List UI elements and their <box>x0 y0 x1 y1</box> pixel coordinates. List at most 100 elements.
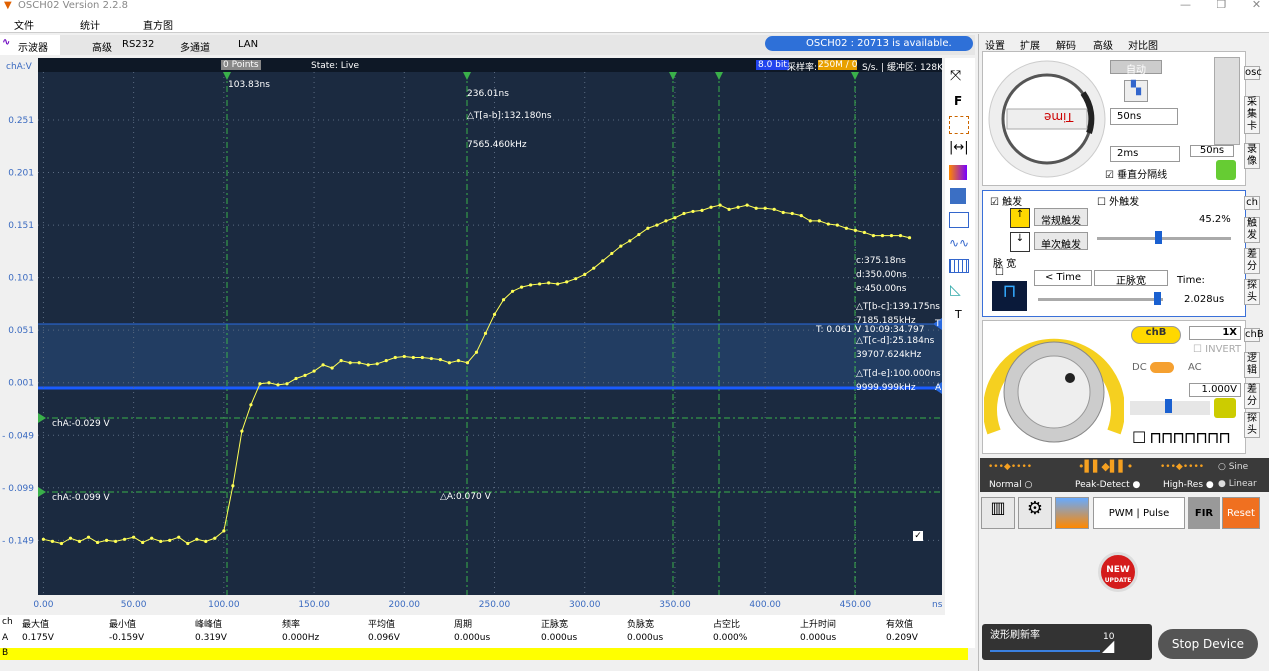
side-tab[interactable]: chB <box>1244 328 1264 342</box>
buffer-select[interactable]: 2ms <box>1110 146 1180 162</box>
sample-point <box>664 219 668 223</box>
side-tab[interactable]: ch <box>1244 196 1260 210</box>
pwm-button[interactable]: PWM | Pulse <box>1093 497 1185 529</box>
cursor-label: e:450.00ns <box>856 284 907 294</box>
panel-tab[interactable]: 设置 <box>985 41 1005 52</box>
icon[interactable] <box>949 165 967 180</box>
vline-check[interactable]: ☑ 垂直分隔线 <box>1105 170 1168 181</box>
menu-item[interactable]: 文件 <box>14 21 34 32</box>
side-tab[interactable]: 采集卡 <box>1244 96 1260 134</box>
new-badge[interactable]: NEW UPDATE <box>1098 552 1138 592</box>
refresh-button[interactable] <box>1216 160 1236 180</box>
reset-button[interactable]: Reset <box>1222 497 1260 529</box>
toolbar-tab[interactable]: 示波器 <box>18 43 48 54</box>
panel-tab[interactable]: 高级 <box>1093 41 1113 52</box>
side-tab[interactable]: 探头 <box>1244 279 1260 305</box>
icon[interactable] <box>949 212 969 228</box>
side-tab[interactable]: 录像 <box>1244 143 1260 169</box>
side-tab[interactable]: 逻辑 <box>1244 352 1260 378</box>
window-controls[interactable]: — ❐ ✕ <box>1180 0 1262 11</box>
single-trigger[interactable]: 单次触发 <box>1034 232 1088 251</box>
update-banner[interactable] <box>765 36 973 51</box>
ext-check[interactable]: ☐ 外触发 <box>1097 197 1140 208</box>
checkbox[interactable]: ✓ <box>913 531 923 541</box>
invert-label: INVERT <box>1205 344 1242 355</box>
wave-option[interactable]: ● Linear <box>1218 479 1257 489</box>
mode-option[interactable]: Peak-Detect ● <box>1075 480 1141 490</box>
icon[interactable]: ⤧ <box>950 68 962 84</box>
sample-point <box>637 232 641 237</box>
y-tick-label: - 0.099 <box>2 484 34 494</box>
slider-thumb[interactable] <box>1155 231 1162 244</box>
polarity-select[interactable]: 正脉宽 <box>1094 270 1168 287</box>
toolbar-tab[interactable]: RS232 <box>122 39 155 50</box>
auto-button[interactable]: 自动 <box>1110 60 1162 76</box>
fir-button[interactable]: FIR <box>1188 497 1220 529</box>
panel-tab[interactable]: 扩展 <box>1020 41 1040 52</box>
stop-button[interactable]: Stop Device <box>1158 629 1258 659</box>
slider[interactable] <box>1214 57 1240 145</box>
side-tab[interactable]: 触发 <box>1244 217 1260 243</box>
cursor-label: △T[c-d]:25.184ns <box>856 336 935 346</box>
toolbar-tab[interactable]: LAN <box>238 39 259 50</box>
sample-point <box>231 484 235 488</box>
icon[interactable]: ∿∿ <box>949 236 970 250</box>
side-tab[interactable]: 探头 <box>1244 412 1260 438</box>
icon[interactable]: |↔| <box>949 140 969 155</box>
menu-item[interactable]: 统计 <box>80 21 100 32</box>
mode-option[interactable]: High-Res ● <box>1163 480 1214 490</box>
chb-toggle[interactable]: chB <box>1131 326 1181 344</box>
slider-thumb[interactable] <box>1165 399 1172 413</box>
side-tab[interactable]: 差分 <box>1244 248 1260 274</box>
wave-option[interactable]: ○ Sine <box>1218 462 1249 472</box>
icon[interactable] <box>950 188 966 204</box>
level-slider[interactable] <box>1097 237 1231 240</box>
cmp-select[interactable]: < Time <box>1034 270 1092 286</box>
pulse-check[interactable]: ☐ <box>995 267 1004 278</box>
panel-tab[interactable]: 解码 <box>1056 41 1076 52</box>
sample-point <box>655 223 659 227</box>
tool-button[interactable] <box>1055 497 1089 529</box>
volt-box[interactable]: 1.000V <box>1189 383 1241 397</box>
measure-cell: 0.096V <box>368 633 400 643</box>
side-tab[interactable]: 差分 <box>1244 383 1260 409</box>
refresh-button[interactable] <box>1214 398 1236 418</box>
grid-icon[interactable]: ▚ <box>1124 80 1148 102</box>
sample-point <box>871 233 876 238</box>
sample-point <box>682 211 686 216</box>
sample-point <box>204 539 208 544</box>
trigger-check[interactable]: ☑ 触发 <box>990 197 1023 208</box>
probe-select[interactable]: 1X <box>1189 326 1241 340</box>
sample-point <box>294 376 298 381</box>
icon[interactable]: ◺ <box>950 282 961 298</box>
toolbar-tab[interactable]: 高级 <box>92 43 112 54</box>
timebase-select[interactable]: 50ns <box>1110 108 1178 125</box>
step-box[interactable]: 50ns <box>1190 145 1234 157</box>
normal-trigger[interactable]: 常规触发 <box>1034 208 1088 227</box>
tool-button[interactable]: ▥ <box>981 497 1015 529</box>
cursor-label: c:375.18ns <box>856 256 906 266</box>
pulse-slider[interactable] <box>1038 298 1163 301</box>
mode-option[interactable]: Normal ○ <box>989 480 1033 490</box>
icon[interactable]: T <box>955 308 962 321</box>
tool-button[interactable]: ⚙ <box>1018 497 1052 529</box>
icon[interactable]: F <box>954 94 963 108</box>
menu-item[interactable]: 直方图 <box>143 21 173 32</box>
y-unit: chA:V <box>6 62 32 72</box>
toolbar-tab[interactable]: 多通道 <box>180 43 210 54</box>
fall-button[interactable]: ↓ <box>1010 232 1030 252</box>
sample-point <box>150 536 154 540</box>
refresh-slider[interactable] <box>990 650 1100 652</box>
coupling-toggle[interactable] <box>1150 362 1174 373</box>
cursor-label: △A:0.070 V <box>440 492 491 502</box>
side-tab[interactable]: osc <box>1244 66 1262 80</box>
icon[interactable] <box>949 259 969 273</box>
x-tick-label: 400.00 <box>749 600 781 610</box>
icon[interactable] <box>949 116 969 134</box>
rise-button[interactable]: ↑ <box>1010 208 1030 228</box>
invert-check[interactable]: ☐ INVERT <box>1193 344 1242 355</box>
slider-thumb[interactable] <box>1154 292 1161 305</box>
time-knob[interactable] <box>985 53 1110 183</box>
panel-tab[interactable]: 对比图 <box>1128 41 1158 52</box>
volt-knob[interactable] <box>984 322 1124 452</box>
